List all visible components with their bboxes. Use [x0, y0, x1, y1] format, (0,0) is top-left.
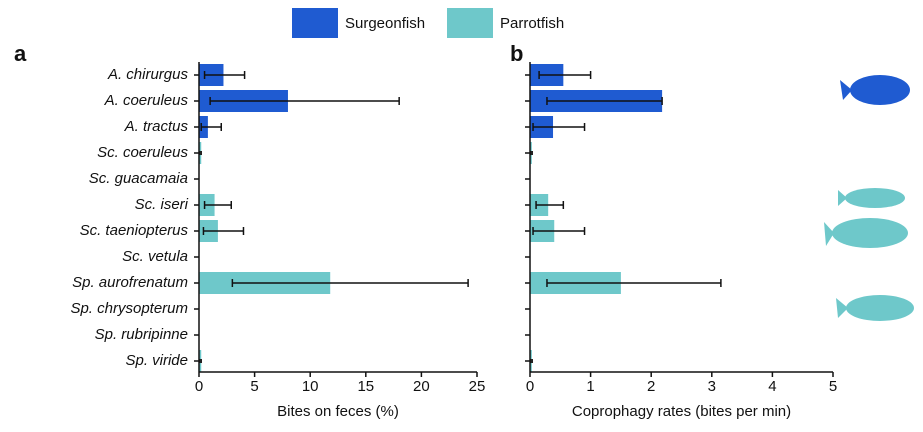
x-tick-label: 3: [708, 378, 716, 395]
x-tick-label: 5: [829, 378, 837, 395]
y-tick-label: Sp. viride: [125, 352, 188, 369]
panel-label: a: [14, 41, 27, 66]
y-tick-label: Sc. guacamaia: [89, 170, 188, 187]
y-tick-label: A. chirurgus: [107, 66, 189, 83]
x-tick-label: 0: [195, 378, 203, 395]
y-tick-label: Sc. iseri: [135, 196, 189, 213]
legend-swatch: [447, 8, 493, 38]
x-tick-label: 0: [526, 378, 534, 395]
x-tick-label: 20: [413, 378, 430, 395]
y-tick-label: Sc. coeruleus: [97, 144, 188, 161]
y-tick-label: Sc. taeniopterus: [80, 222, 189, 239]
fish-icons: [824, 75, 914, 321]
bar-stub: [530, 151, 533, 155]
x-tick-label: 5: [250, 378, 258, 395]
y-tick-label: Sp. chrysopterum: [70, 300, 188, 317]
legend-swatch: [292, 8, 338, 38]
bar-stub: [530, 359, 533, 363]
panel-label: b: [510, 41, 523, 66]
y-tick-label: A. tractus: [124, 118, 189, 135]
x-tick-label: 4: [768, 378, 776, 395]
legend-label: Parrotfish: [500, 15, 564, 32]
bar-stub: [199, 151, 202, 155]
x-tick-label: 15: [357, 378, 374, 395]
bar-stub: [199, 359, 202, 363]
y-tick-label: Sp. rubripinne: [95, 326, 188, 343]
legend-label: Surgeonfish: [345, 15, 425, 32]
x-tick-label: 25: [469, 378, 486, 395]
x-axis-title: Coprophagy rates (bites per min): [572, 403, 791, 420]
x-tick-label: 1: [586, 378, 594, 395]
y-tick-label: A. coeruleus: [104, 92, 189, 109]
y-tick-label: Sc. vetula: [122, 248, 188, 265]
x-tick-label: 2: [647, 378, 655, 395]
y-tick-label: Sp. aurofrenatum: [72, 274, 188, 291]
x-axis-title: Bites on feces (%): [277, 403, 399, 420]
x-tick-label: 10: [302, 378, 319, 395]
